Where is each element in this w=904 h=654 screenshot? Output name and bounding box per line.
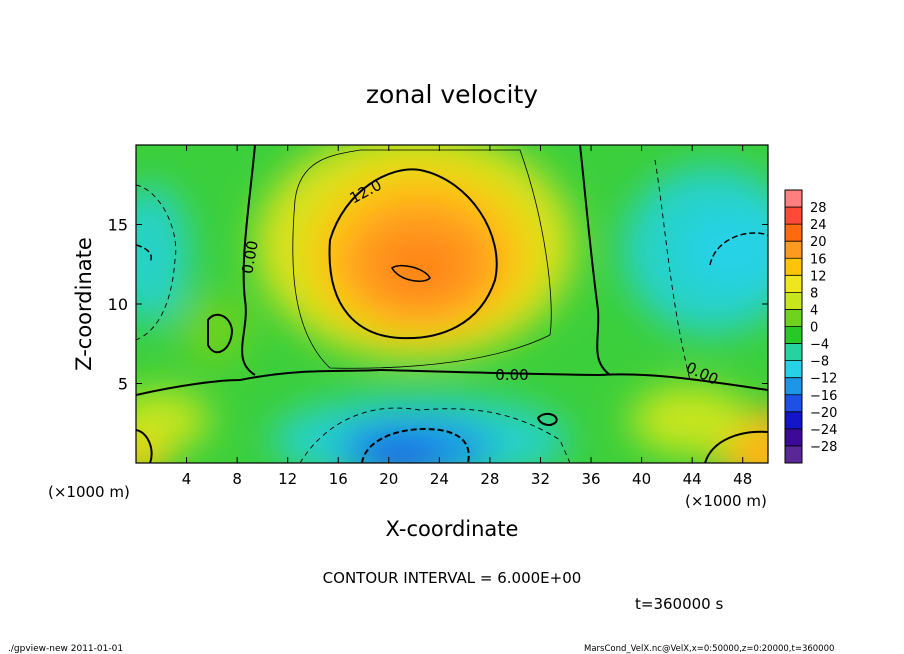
colorbar-label: 4 (810, 303, 818, 318)
colorbar-label: 16 (810, 252, 827, 267)
y-tick-label: 5 (118, 375, 128, 394)
contour-lines (136, 145, 768, 463)
x-tick-label: 48 (733, 470, 752, 488)
colorbar-label: −20 (810, 406, 837, 421)
colorbar-swatch (785, 411, 802, 430)
x-tick-label: 24 (430, 470, 449, 488)
colorbar-swatch (785, 360, 802, 379)
colorbar-swatch (785, 309, 802, 327)
colorbar-swatch (785, 326, 802, 345)
colorbar-swatch (785, 275, 802, 293)
x-axis: 4 8 12 16 20 24 28 32 36 40 44 48 (182, 145, 752, 488)
x-unit-label-right: (×1000 m) (685, 492, 767, 510)
colorbar-swatch (785, 428, 802, 447)
contour-label: 0.00 (495, 366, 528, 384)
colorbar: 28 24 20 16 12 8 4 0 −4 −8 −12 −16 −20 −24 −28 (784, 189, 837, 464)
colorbar-label: −16 (810, 389, 837, 404)
contour-interval-text: CONTOUR INTERVAL = 6.000E+00 (323, 569, 582, 587)
y-tick-label: 15 (108, 216, 128, 235)
colorbar-swatch (785, 343, 802, 362)
colorbar-label: −12 (810, 372, 837, 387)
x-tick-label: 20 (379, 470, 398, 488)
colorbar-label: 24 (810, 218, 827, 233)
plot-area: 12.0 0.00 0.00 0.00 (136, 145, 768, 463)
x-tick-label: 40 (632, 470, 651, 488)
x-tick-label: 44 (683, 470, 702, 488)
colorbar-label: −8 (810, 355, 829, 370)
colorbar-swatch (785, 377, 802, 396)
y-axis-label: Z-coordinate (72, 237, 96, 371)
colorbar-swatch (785, 258, 802, 276)
colorbar-label: −28 (810, 440, 837, 455)
x-tick-label: 12 (278, 470, 297, 488)
colorbar-swatch (785, 241, 802, 259)
colorbar-label: 0 (810, 321, 818, 336)
x-tick-label: 32 (531, 470, 550, 488)
contour-label: 0.00 (238, 239, 262, 275)
colorbar-swatch (785, 292, 802, 310)
colorbar-label: 8 (810, 286, 818, 301)
x-tick-label: 16 (329, 470, 348, 488)
x-tick-label: 28 (480, 470, 499, 488)
chart-title: zonal velocity (366, 80, 538, 109)
colorbar-label: 12 (810, 269, 827, 284)
x-axis-label: X-coordinate (386, 517, 519, 541)
time-text: t=360000 s (635, 595, 723, 613)
footer-right: MarsCond_VelX.nc@VelX,x=0:50000,z=0:2000… (584, 644, 834, 654)
colorbar-label: −4 (810, 338, 829, 353)
colorbar-swatch (785, 207, 802, 225)
footer-left: ./gpview-new 2011-01-01 (8, 644, 123, 654)
x-unit-label-left: (×1000 m) (48, 483, 130, 501)
x-tick-label: 8 (232, 470, 242, 488)
colorbar-label: 28 (810, 201, 827, 216)
colorbar-label: 20 (810, 235, 827, 250)
y-axis: 5 10 15 (108, 216, 768, 394)
colorbar-swatch (785, 190, 802, 208)
y-tick-label: 10 (108, 295, 128, 314)
x-tick-label: 36 (581, 470, 600, 488)
colorbar-swatch (785, 394, 802, 413)
colorbar-swatch (785, 445, 802, 464)
colorbar-label: −24 (810, 423, 837, 438)
colorbar-swatch (785, 224, 802, 242)
x-tick-label: 4 (182, 470, 192, 488)
